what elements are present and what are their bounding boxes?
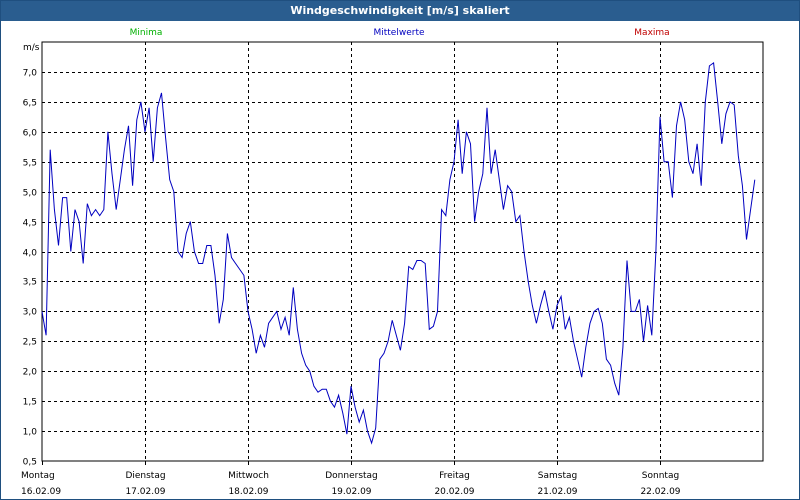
x-tick-date: 20.02.09 (434, 487, 474, 497)
x-tick-date: 21.02.09 (537, 487, 577, 497)
x-tick-weekday: Donnerstag (325, 471, 378, 481)
y-tick-label: 3,5 (23, 278, 37, 288)
x-tick-date: 17.02.09 (125, 487, 165, 497)
y-tick-label: 5,5 (23, 159, 37, 169)
x-tick-date: 18.02.09 (228, 487, 268, 497)
y-tick-label: 6,5 (23, 99, 37, 109)
y-tick-label: 4,5 (23, 219, 37, 229)
y-tick-label: 1,5 (23, 398, 37, 408)
y-tick-label: 1,0 (23, 428, 38, 438)
y-tick-label: 4,0 (23, 249, 38, 259)
x-tick-date: 19.02.09 (331, 487, 371, 497)
y-tick-label: 7,0 (23, 69, 38, 79)
x-tick-date: 22.02.09 (640, 487, 680, 497)
y-tick-label: 6,0 (23, 129, 38, 139)
plot-area (41, 41, 764, 462)
x-tick-weekday: Freitag (439, 471, 470, 481)
x-tick-weekday: Montag (21, 471, 55, 481)
legend-entry: Mittelwerte (373, 28, 424, 38)
series-line (41, 61, 756, 445)
x-tick-weekday: Mittwoch (228, 471, 269, 481)
chart-title: Windgeschwindigkeit [m/s] skaliert (1, 1, 799, 21)
x-tick-weekday: Samstag (538, 471, 577, 481)
y-tick-label: 3,0 (23, 308, 38, 318)
y-tick-label: 5,0 (23, 189, 38, 199)
legend-entry: Maxima (634, 28, 669, 38)
x-tick-weekday: Sonntag (642, 471, 679, 481)
x-tick-date: 16.02.09 (21, 487, 61, 497)
legend-entry: Minima (130, 28, 163, 38)
x-tick-weekday: Dienstag (125, 471, 165, 481)
y-tick-label: 2,0 (23, 368, 38, 378)
y-tick-label: 2,5 (23, 338, 37, 348)
y-axis-label: m/s (23, 43, 40, 53)
y-tick-label: 0,5 (23, 458, 37, 468)
